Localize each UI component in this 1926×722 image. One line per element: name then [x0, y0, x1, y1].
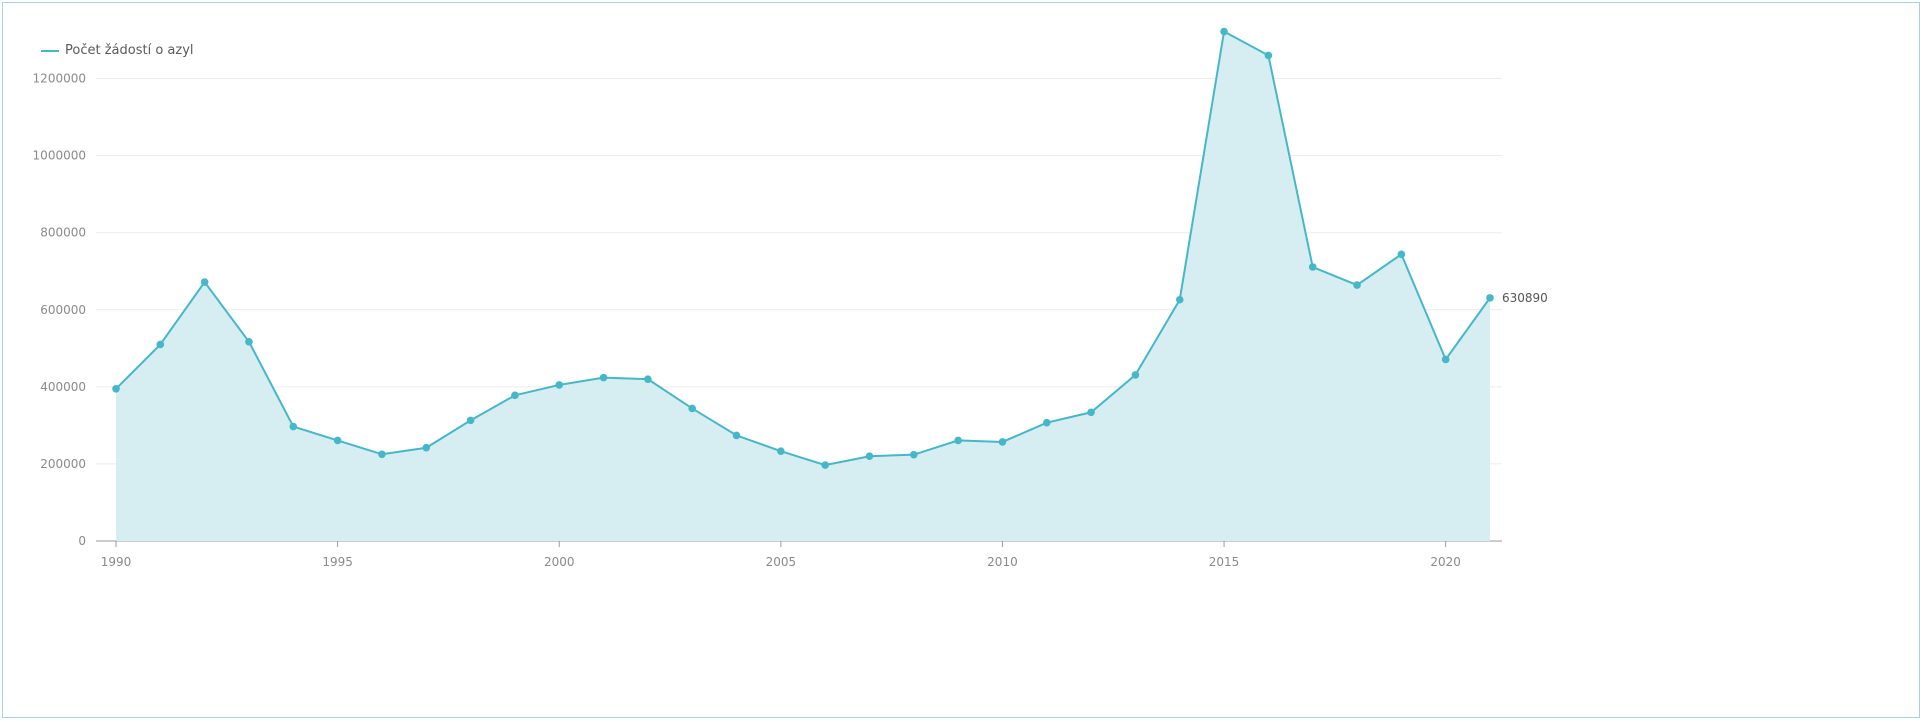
data-point-2019: [1397, 250, 1406, 259]
y-tick-label-1: 200000: [40, 457, 86, 471]
series-area: [116, 31, 1490, 541]
series-line: [115, 29, 1491, 467]
legend-label: Počet žádostí o azyl: [65, 43, 194, 58]
y-tick-label-0: 0: [78, 534, 86, 548]
data-point-2012: [1087, 408, 1095, 417]
data-point-2001: [599, 373, 608, 382]
y-tick-label-2: 400000: [40, 380, 86, 394]
x-tick-label-0: 1990: [101, 555, 132, 569]
x-tick-label-3: 2005: [766, 555, 797, 569]
data-point-2016: [1264, 51, 1273, 60]
data-point-2009: [954, 436, 962, 445]
y-tick-label-3: 600000: [40, 303, 86, 317]
data-point-2014: [1175, 295, 1184, 304]
data-point-1998: [466, 416, 475, 425]
data-point-1992: [200, 278, 209, 286]
data-point-1997: [422, 443, 431, 452]
x-tick-label-1: 1995: [322, 555, 353, 569]
data-point-1990: [112, 384, 120, 393]
data-point-1995: [333, 436, 342, 445]
legend-swatch: [41, 49, 59, 52]
data-point-2015: [1220, 27, 1228, 36]
x-tick-label-6: 2020: [1430, 555, 1461, 569]
data-point-1991: [156, 340, 165, 349]
data-point-1993: [245, 337, 253, 346]
x-tick-label-5: 2015: [1209, 555, 1240, 569]
data-point-2011: [1042, 418, 1051, 427]
data-point-1994: [289, 422, 298, 431]
y-tick-label-6: 1200000: [33, 72, 86, 86]
data-point-2007: [865, 452, 874, 461]
legend[interactable]: Počet žádostí o azyl: [41, 43, 194, 58]
data-point-2005: [777, 447, 785, 456]
data-point-2017: [1308, 263, 1317, 271]
data-point-2010: [998, 438, 1007, 446]
data-point-2018: [1353, 281, 1361, 289]
data-point-2021: [1486, 294, 1494, 302]
data-point-2000: [555, 381, 564, 389]
x-tick-label-2: 2000: [544, 555, 575, 569]
data-point-1999: [511, 391, 519, 400]
data-point-2004: [732, 431, 741, 440]
data-point-2008: [910, 450, 918, 459]
data-point-1996: [378, 450, 386, 459]
data-point-2013: [1131, 371, 1140, 379]
end-value-label: 630890: [1502, 291, 1548, 305]
data-point-2002: [644, 375, 652, 383]
y-tick-label-5: 1000000: [33, 149, 86, 163]
data-point-2006: [821, 461, 829, 469]
data-point-2020: [1441, 355, 1450, 364]
data-point-2003: [688, 404, 696, 413]
y-tick-label-4: 800000: [40, 226, 86, 240]
x-tick-label-4: 2010: [987, 555, 1018, 569]
